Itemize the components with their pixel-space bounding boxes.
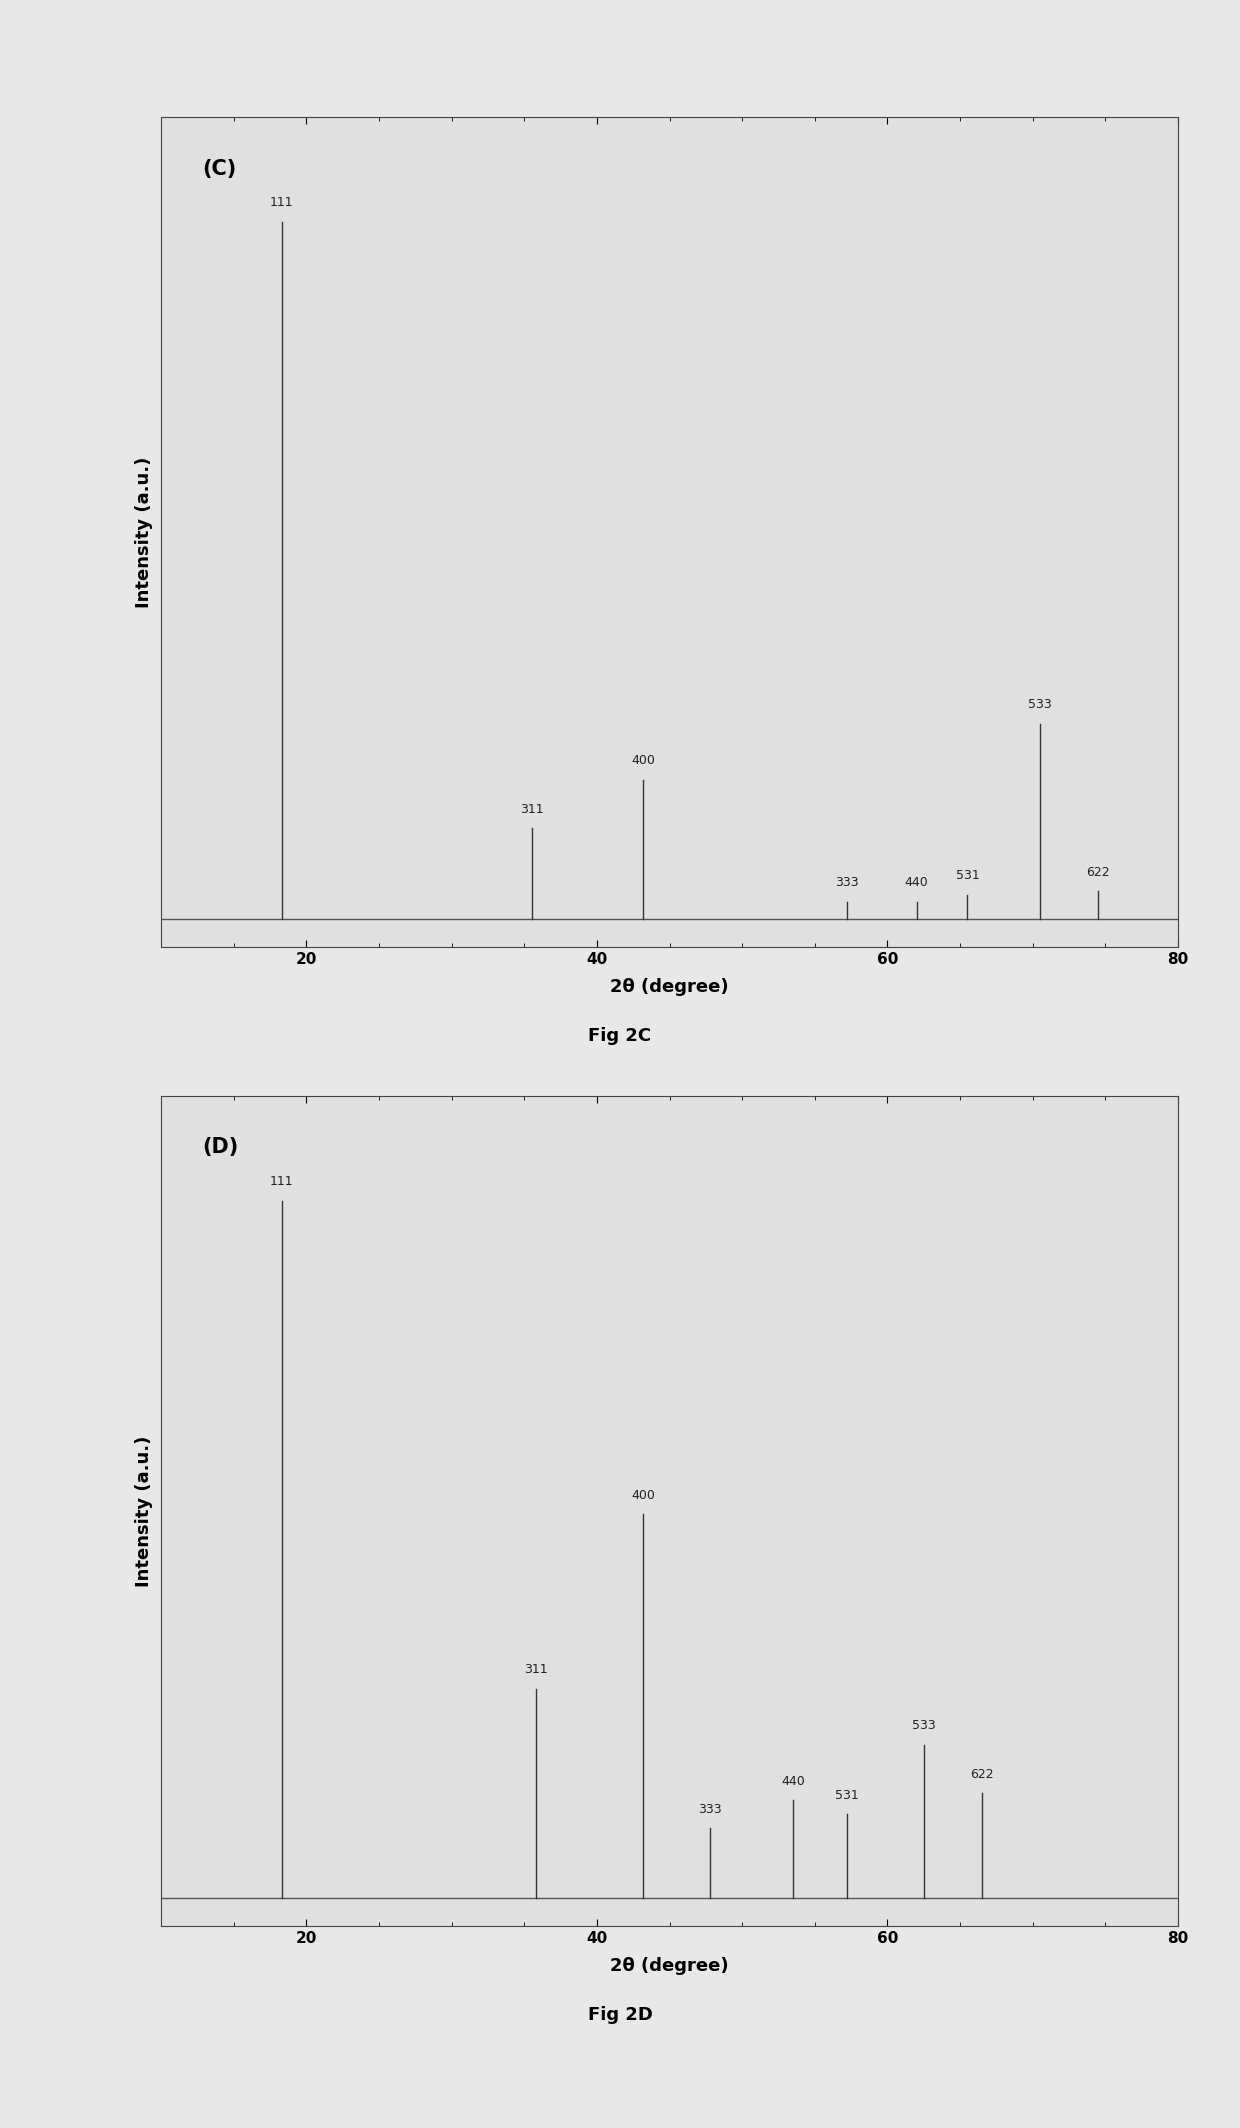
Y-axis label: Intensity (a.u.): Intensity (a.u.) bbox=[135, 455, 153, 609]
Text: 533: 533 bbox=[911, 1719, 936, 1732]
Text: 400: 400 bbox=[631, 753, 656, 766]
Text: 333: 333 bbox=[835, 877, 858, 890]
X-axis label: 2θ (degree): 2θ (degree) bbox=[610, 979, 729, 996]
Text: 531: 531 bbox=[956, 868, 980, 883]
Text: 333: 333 bbox=[698, 1802, 722, 1815]
X-axis label: 2θ (degree): 2θ (degree) bbox=[610, 1958, 729, 1975]
Text: 111: 111 bbox=[270, 1175, 294, 1187]
Text: 311: 311 bbox=[520, 802, 543, 815]
Text: Fig 2D: Fig 2D bbox=[588, 2007, 652, 2024]
Text: (C): (C) bbox=[202, 160, 236, 179]
Text: 440: 440 bbox=[905, 877, 929, 890]
Text: 531: 531 bbox=[835, 1790, 858, 1802]
Text: (D): (D) bbox=[202, 1136, 238, 1158]
Y-axis label: Intensity (a.u.): Intensity (a.u.) bbox=[135, 1434, 153, 1587]
Text: 400: 400 bbox=[631, 1490, 656, 1502]
Text: 622: 622 bbox=[970, 1768, 993, 1781]
Text: 622: 622 bbox=[1086, 866, 1110, 879]
Text: 440: 440 bbox=[781, 1775, 805, 1788]
Text: 533: 533 bbox=[1028, 698, 1052, 711]
Text: 111: 111 bbox=[270, 196, 294, 209]
Text: Fig 2C: Fig 2C bbox=[589, 1028, 651, 1045]
Text: 311: 311 bbox=[525, 1664, 548, 1677]
